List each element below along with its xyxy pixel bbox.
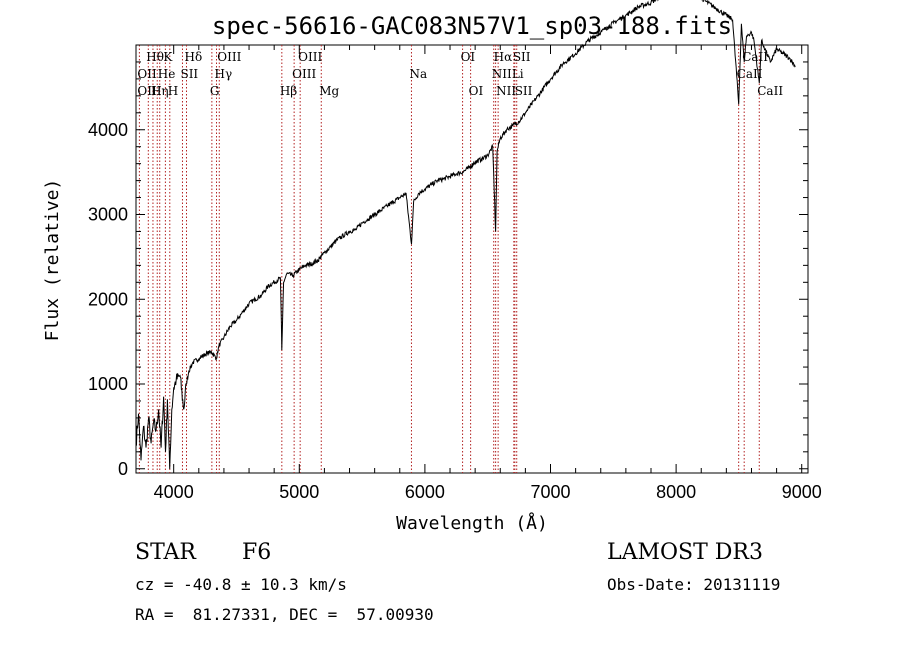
spectral-line-label: OIII — [217, 50, 241, 64]
y-axis-label: Flux (relative) — [42, 179, 63, 342]
spectral-line-label: Li — [512, 67, 524, 81]
x-axis-label: Wavelength (Å) — [396, 512, 548, 534]
spectral-line-label: CaII — [742, 50, 768, 64]
spectral-line-label: Hθ — [146, 50, 164, 64]
object-class: STAR — [135, 540, 196, 565]
x-tick-label: 7000 — [530, 482, 570, 502]
spectral-line-label: OII — [137, 67, 157, 81]
spectrum-series-line — [135, 0, 796, 469]
x-tick-label: 9000 — [782, 482, 822, 502]
y-tick-label: 2000 — [88, 289, 128, 309]
spectral-line-label: OI — [469, 84, 484, 98]
spectral-line-label: NII — [496, 84, 516, 98]
plot-frame — [135, 44, 809, 474]
object-subclass: F6 — [242, 540, 272, 565]
spectral-line-label: OIII — [298, 50, 322, 64]
spectral-line-label: Hη — [151, 84, 169, 98]
spectral-line-label: SII — [180, 67, 198, 81]
spectral-line-label: Mg — [319, 84, 339, 98]
redshift-cz: cz = -40.8 ± 10.3 km/s — [135, 575, 347, 594]
spectral-line-label: OIII — [292, 67, 316, 81]
y-axis-ticks: 0 1000 2000 3000 4000 — [88, 44, 808, 479]
sky-coordinates: RA = 81.27331, DEC = 57.00930 — [135, 605, 434, 624]
y-tick-label: 0 — [118, 459, 128, 479]
spectral-line-label: NII — [492, 67, 512, 81]
x-axis-ticks: 4000 5000 6000 7000 8000 9000 — [154, 45, 822, 502]
spectral-line-label: G — [210, 84, 220, 98]
spectral-line-label: CaII — [757, 84, 783, 98]
x-tick-label: 5000 — [279, 482, 319, 502]
spectral-line-label: SII — [513, 50, 531, 64]
spectral-line-label: Hδ — [184, 50, 202, 64]
x-tick-label: 6000 — [405, 482, 445, 502]
spectral-line-label: K — [163, 50, 173, 64]
spectral-line-label: OIII — [137, 84, 161, 98]
spectral-line-label: SII — [515, 84, 533, 98]
spectral-line-label: Hγ — [215, 67, 233, 81]
spectral-line-label: Hα — [494, 50, 513, 64]
survey-name: LAMOST DR3 — [607, 540, 763, 565]
spectral-line-markers — [138, 45, 760, 473]
chart-title: spec-56616-GAC083N57V1_sp03-188.fits — [212, 12, 732, 40]
spectral-line-label: H — [168, 84, 178, 98]
x-tick-label: 8000 — [656, 482, 696, 502]
y-tick-label: 4000 — [88, 120, 128, 140]
spectral-line-label: Hβ — [280, 84, 297, 98]
y-tick-label: 1000 — [88, 374, 128, 394]
spectral-line-label: Na — [409, 67, 427, 81]
spectral-line-label: CaII — [737, 67, 763, 81]
y-tick-label: 3000 — [88, 205, 128, 225]
spectral-line-label: OI — [461, 50, 476, 64]
x-tick-label: 4000 — [154, 482, 194, 502]
spectral-line-label: He — [158, 67, 176, 81]
observation-date: Obs-Date: 20131119 — [607, 575, 781, 594]
